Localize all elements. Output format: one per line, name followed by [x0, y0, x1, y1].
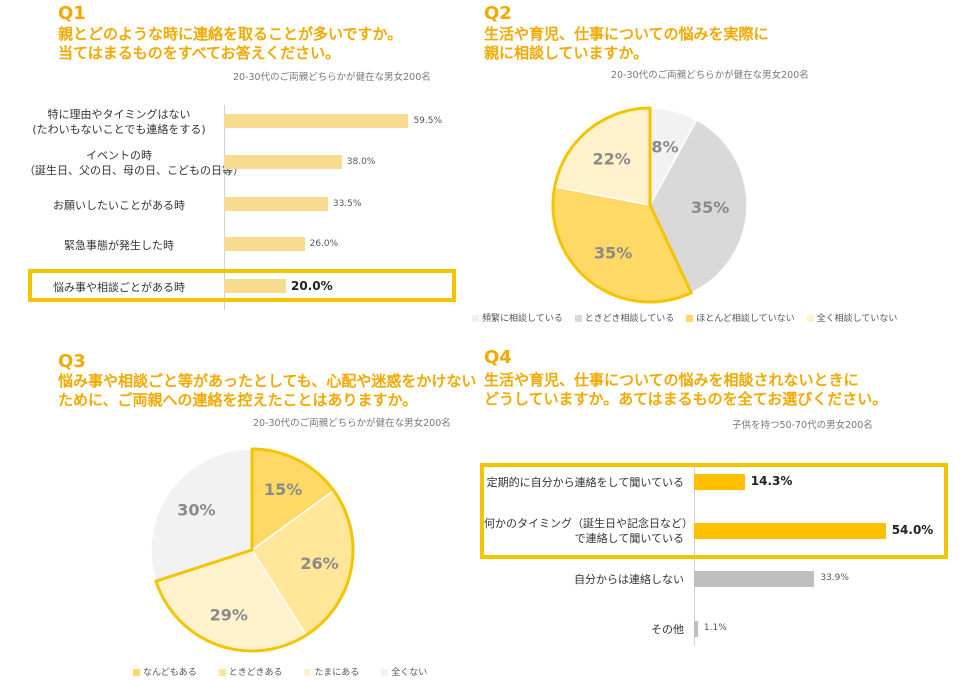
q3-legend-label: 全くない [391, 668, 428, 678]
q4-value-label: 54.0% [891, 523, 934, 537]
q2-legend-swatch [686, 315, 694, 322]
q4-category-line: 何かのタイミング（誕生日や記念日など） [484, 517, 693, 530]
q3-number: Q3 [58, 351, 86, 372]
q4-category-label: 何かのタイミング（誕生日や記念日など） で連絡して聞いている [484, 516, 693, 546]
q1-category-label: イベントの時 （誕生日、父の日、母の日、こどもの日等） [24, 148, 244, 178]
q3-highlight-outline [154, 447, 355, 653]
q2-legend-label: 頻繁に相談している [482, 314, 563, 324]
q2-legend-item: ほとんど相談していない [686, 314, 795, 324]
q4-category-label: その他 [484, 622, 684, 637]
q2-title-line2: 親に相談していますか。 [484, 44, 649, 62]
q4-category-line: 自分からは連絡しない [574, 572, 684, 586]
q1-title-line1: 親とどのような時に連絡を取ることが多いですか。 [58, 25, 403, 43]
q4-value-label: 14.3% [750, 474, 793, 488]
q4-value-label: 33.9% [820, 573, 849, 583]
q2-value-label: 8% [651, 138, 678, 157]
q1-value-label: 59.5% [413, 116, 443, 126]
q2-value-label: 35% [691, 198, 729, 217]
q1-value-label: 26.0% [309, 239, 339, 249]
q2-legend-swatch [806, 315, 814, 322]
q1-category-line: お願いしたいことがある時 [53, 198, 185, 212]
q4-bar [694, 621, 698, 637]
q3-legend-swatch [133, 669, 140, 676]
q2-legend-swatch [472, 315, 479, 322]
q4-value-label: 1.1% [703, 623, 727, 633]
q2-legend: 頻繁に相談している ときどき相談している ほとんど相談していない 全く相談していない [472, 306, 909, 325]
q1-bar [224, 155, 342, 169]
q1-bar [224, 279, 286, 293]
q3-value-label: 15% [264, 480, 302, 499]
q2-slice [649, 118, 748, 294]
q3-title-line1: 悩み事や相談ごと等があったとしても、心配や迷惑をかけない [58, 372, 477, 390]
q4-sample-note: 子供を持つ50-70代の男女200名 [732, 420, 873, 431]
q4-bar-chart: 定期的に自分から連絡をして聞いている 14.3% 何かのタイミング（誕生日や記念日な… [480, 440, 975, 680]
q3-value-label: 30% [177, 501, 215, 520]
q3-legend-label: なんどもある [143, 668, 197, 678]
q2-number: Q2 [484, 3, 512, 24]
q1-category-line: (たわいもないことでも連絡をする) [32, 123, 206, 136]
q1-category-line: 特に理由やタイミングはない [47, 108, 191, 121]
q2-legend-item: 全く相談していない [806, 314, 898, 324]
q2-value-label: 35% [594, 244, 632, 263]
q2-legend-swatch [574, 315, 582, 322]
q2-sample-note: 20-30代のご両親どちらかが健在な男女200名 [611, 70, 809, 81]
q3-value-label: 29% [210, 606, 248, 625]
q2-legend-label: ときどき相談している [584, 314, 675, 324]
q1-value-label: 33.5% [332, 199, 362, 209]
q1-bar-chart: 特に理由やタイミングはない (たわいもないことでも連絡をする) 59.5% イベントの… [0, 0, 480, 340]
q3-legend-swatch [218, 669, 226, 676]
q4-number: Q4 [484, 347, 512, 368]
q2-legend-item: ときどき相談している [574, 314, 675, 324]
q4-category-line: 定期的に自分から連絡をして聞いている [486, 475, 684, 489]
q1-number: Q1 [58, 3, 86, 24]
q4-bar [694, 571, 815, 587]
q1-title-line2: 当てはまるものをすべてお答えください。 [58, 44, 341, 62]
q1-sample-note: 20-30代のご両親どちらかが健在な男女200名 [233, 72, 431, 83]
q4-title-line2: どうしていますか。あてはまるものを全てお選びください。 [484, 390, 888, 408]
q4-category-line: で連絡して聞いている [574, 532, 684, 545]
q3-legend-item: 全くない [381, 668, 427, 678]
q1-value-label: 38.0% [346, 157, 376, 167]
q3-sample-note: 20-30代のご両親どちらかが健在な男女200名 [253, 418, 451, 429]
q1-category-label: 緊急事態が発生した時 [24, 238, 214, 253]
q3-legend-swatch [381, 669, 389, 676]
q1-category-label: お願いしたいことがある時 [24, 198, 214, 213]
q4-bar [694, 474, 745, 490]
q4-bar [694, 523, 886, 539]
q4-category-label: 自分からは連絡しない [484, 572, 684, 587]
q1-category-line: （誕生日、父の日、母の日、こどもの日等） [24, 164, 244, 177]
q2-pie-chart: 8% 35% 35% 22% [551, 106, 748, 304]
q3-legend-item: ときどきある [218, 668, 283, 678]
q3-legend-label: たまにある [314, 668, 360, 678]
q2-legend-label: ほとんど相談していない [696, 314, 795, 324]
q2-title-line1: 生活や育児、仕事についての悩みを実際に [484, 25, 769, 43]
q3-pie-chart: 15% 26% 29% 30% [150, 447, 355, 653]
q2-legend-item: 頻繁に相談している [472, 314, 563, 324]
q1-category-label: 特に理由やタイミングはない (たわいもないことでも連絡をする) [24, 107, 214, 137]
q4-highlight-box [480, 463, 948, 559]
q3-slice [150, 448, 253, 583]
q4-category-label: 定期的に自分から連絡をして聞いている [484, 475, 684, 490]
q3-legend-item: なんどもある [133, 668, 197, 678]
q1-bar [224, 114, 409, 128]
q4-category-line: その他 [651, 622, 684, 636]
q1-category-label: 悩み事や相談ごとがある時 [24, 280, 214, 295]
q1-value-label: 20.0% [291, 279, 333, 293]
q3-legend-item: たまにある [304, 668, 359, 678]
q3-legend: なんどもある ときどきある たまにある 全くない [133, 660, 449, 679]
q3-title-line2: ために、ご両親への連絡を控えたことはありますか。 [58, 391, 418, 409]
q3-value-label: 26% [300, 554, 338, 573]
q3-legend-swatch [304, 669, 312, 676]
q1-bar [224, 237, 305, 251]
q2-highlight-outline [551, 106, 693, 304]
q2-legend-label: 全く相談していない [816, 314, 898, 324]
q1-category-line: イベントの時 [86, 149, 152, 162]
q1-category-line: 悩み事や相談ごとがある時 [53, 280, 185, 294]
q1-bar [224, 197, 328, 211]
q3-legend-label: ときどきある [228, 668, 283, 678]
q1-category-line: 緊急事態が発生した時 [64, 238, 174, 252]
q1-highlight-box [28, 269, 456, 302]
q2-value-label: 22% [593, 150, 631, 169]
q4-title-line1: 生活や育児、仕事についての悩みを相談されないときに [484, 371, 859, 389]
